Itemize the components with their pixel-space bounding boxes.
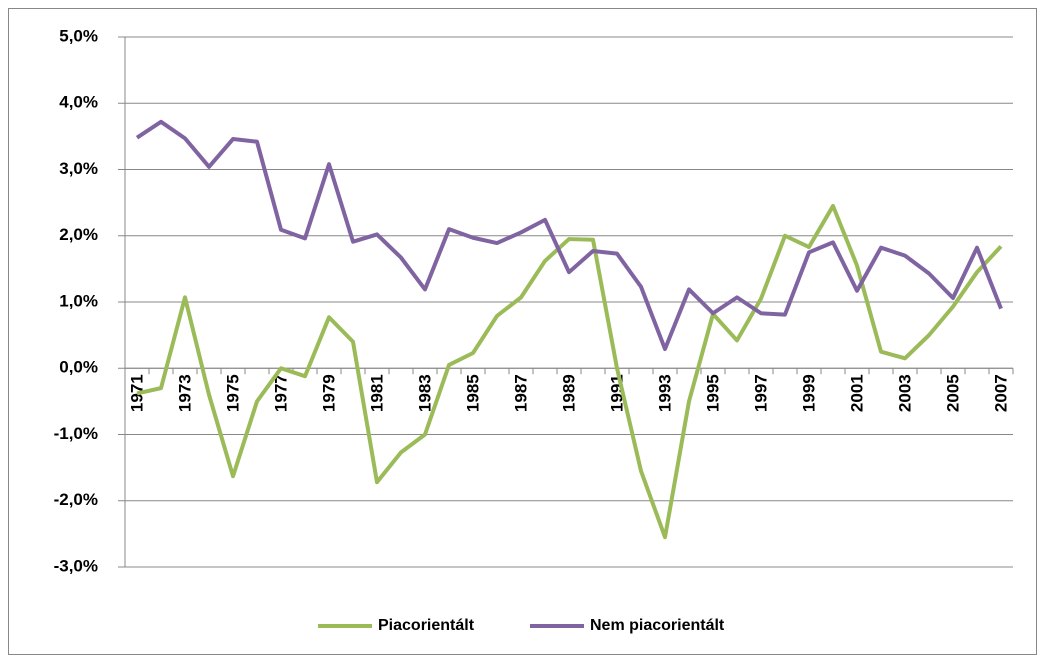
x-tick-label: 1995	[703, 374, 722, 412]
legend-label: Piacorientált	[378, 617, 475, 634]
chart-border	[8, 8, 1037, 655]
series-line	[136, 203, 1003, 540]
y-tick-label: -3,0%	[54, 556, 98, 575]
x-tick-label: 1981	[367, 374, 386, 412]
x-tick-label: 2001	[847, 374, 866, 412]
y-tick-label: -2,0%	[54, 490, 98, 509]
y-tick-label: 4,0%	[59, 93, 98, 112]
x-tick-label: 2005	[943, 374, 962, 412]
y-tick-label: 2,0%	[59, 225, 98, 244]
x-tick-label: 1997	[751, 374, 770, 412]
y-tick-label: 0,0%	[59, 358, 98, 377]
x-tick-label: 1975	[223, 374, 242, 412]
legend-label: Nem piacorientált	[590, 617, 725, 634]
x-tick-label: 1979	[319, 374, 338, 412]
x-tick-label: 2003	[895, 374, 914, 412]
x-tick-label: 1987	[511, 374, 530, 412]
x-tick-label: 2007	[991, 374, 1010, 412]
y-tick-label: 3,0%	[59, 159, 98, 178]
x-tick-label: 1973	[175, 374, 194, 412]
y-tick-label: 1,0%	[59, 291, 98, 310]
x-tick-label: 1983	[415, 374, 434, 412]
x-tick-label: 1993	[655, 374, 674, 412]
y-tick-label: 5,0%	[59, 26, 98, 45]
x-tick-label: 1985	[463, 374, 482, 412]
series-line	[135, 119, 1003, 352]
x-tick-label: 1977	[271, 374, 290, 412]
x-tick-label: 1999	[799, 374, 818, 412]
x-tick-label: 1989	[559, 374, 578, 412]
y-tick-label: -1,0%	[54, 424, 98, 443]
